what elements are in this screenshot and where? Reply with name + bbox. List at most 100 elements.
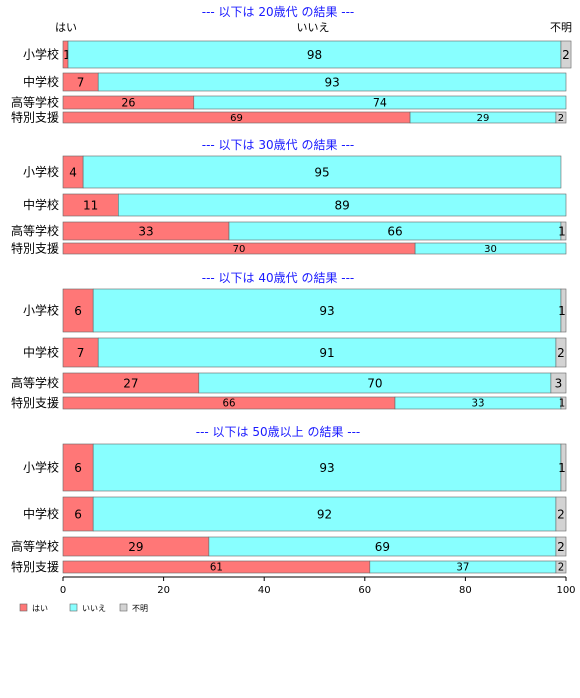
bar-segment-unknown-g4-r2 [555, 496, 567, 532]
data-label-unknown-g4-r3: 2 [557, 540, 565, 554]
bar-segment-unknown-g3-r4 [560, 396, 567, 410]
group-title-1: --- 以下は 20歳代 の結果 --- [202, 5, 355, 19]
data-label-no-g4-r1: 93 [319, 461, 334, 475]
x-tick-label-40: 40 [258, 585, 271, 596]
bar-segment-unknown-g3-r3 [550, 372, 567, 394]
data-label-yes-g1-r4: 69 [230, 113, 243, 124]
data-label-yes-g2-r2: 11 [83, 198, 98, 212]
data-label-no-g4-r2: 92 [317, 507, 332, 521]
x-tick-label-0: 0 [60, 585, 66, 596]
row-label-g4-r4: 特別支援 [11, 559, 59, 574]
data-label-unknown-g3-r3: 3 [555, 376, 563, 390]
bar-segment-no-g4-r1 [92, 443, 562, 492]
bar-segment-no-g2-r4 [414, 242, 567, 255]
data-label-yes-g1-r1: 1 [63, 48, 71, 62]
bar-segment-unknown-g2-r3 [560, 221, 567, 241]
data-label-unknown-g4-r2: 2 [557, 507, 565, 521]
legend-swatch-yes [19, 603, 28, 612]
data-label-unknown-g3-r1: 1 [558, 304, 566, 318]
row-label-g2-r3: 高等学校 [11, 223, 59, 238]
data-label-yes-g2-r1: 4 [69, 165, 77, 179]
data-label-unknown-g1-r4: 2 [558, 113, 564, 124]
data-label-no-g2-r3: 66 [387, 224, 402, 238]
data-label-unknown-g3-r4: 1 [559, 399, 565, 410]
data-label-unknown-g2-r3: 1 [558, 224, 566, 238]
row-label-g3-r2: 中学校 [23, 345, 59, 360]
bar-segment-no-g4-r2 [92, 496, 557, 532]
data-label-yes-g3-r1: 6 [74, 304, 82, 318]
row-label-g1-r4: 特別支援 [11, 110, 59, 125]
row-label-g3-r4: 特別支援 [11, 395, 59, 410]
data-label-no-g1-r4: 29 [477, 113, 490, 124]
data-label-yes-g2-r4: 70 [233, 244, 246, 255]
data-label-unknown-g4-r1: 1 [558, 461, 566, 475]
legend-swatch-no [69, 603, 78, 612]
row-label-g2-r1: 小学校 [23, 164, 59, 179]
data-label-no-g2-r2: 89 [335, 198, 350, 212]
data-label-no-g3-r2: 91 [319, 346, 334, 360]
row-label-g3-r3: 高等学校 [11, 375, 59, 390]
row-label-g1-r1: 小学校 [23, 47, 59, 62]
group-title-2: --- 以下は 30歳代 の結果 --- [202, 138, 355, 152]
bar-segment-unknown-g4-r1 [560, 443, 567, 492]
bar-segment-no-g3-r2 [97, 337, 557, 368]
data-label-yes-g3-r4: 66 [223, 399, 236, 410]
column-label-unknown: 不明 [550, 21, 572, 34]
x-tick-label-80: 80 [459, 585, 472, 596]
bar-segment-yes-g3-r2 [62, 337, 99, 368]
bar-segment-unknown-g4-r3 [555, 536, 567, 557]
data-label-yes-g4-r1: 6 [74, 461, 82, 475]
row-label-g4-r3: 高等学校 [11, 539, 59, 554]
data-label-yes-g1-r3: 26 [121, 96, 135, 109]
x-tick-label-20: 20 [157, 585, 170, 596]
data-label-no-g1-r3: 74 [373, 96, 387, 109]
data-label-yes-g3-r3: 27 [123, 376, 138, 390]
bar-segment-yes-g3-r1 [62, 288, 94, 333]
data-label-unknown-g1-r1: 2 [562, 48, 570, 62]
row-label-g3-r1: 小学校 [23, 303, 59, 318]
group-title-4: --- 以下は 50歳以上 の結果 --- [196, 425, 361, 439]
bar-segment-no-g2-r1 [82, 155, 562, 189]
legend-label-yes: はい [32, 604, 48, 613]
bar-segment-unknown-g1-r4 [555, 111, 567, 124]
bar-segment-yes-g4-r1 [62, 443, 94, 492]
row-label-g1-r3: 高等学校 [11, 95, 59, 110]
bar-segment-unknown-g3-r1 [560, 288, 567, 333]
x-tick-label-60: 60 [358, 585, 371, 596]
bar-segment-no-g3-r1 [92, 288, 562, 333]
bar-segment-unknown-g4-r4 [555, 560, 567, 574]
bar-segment-unknown-g3-r2 [555, 337, 567, 368]
bar-segment-no-g1-r2 [97, 72, 567, 92]
data-label-yes-g1-r2: 7 [77, 75, 85, 89]
data-label-unknown-g3-r2: 2 [557, 346, 565, 360]
data-label-no-g4-r4: 37 [456, 563, 469, 574]
data-label-yes-g2-r3: 33 [138, 224, 153, 238]
bar-segment-no-g1-r3 [193, 95, 567, 110]
bar-segment-no-g2-r2 [118, 193, 567, 217]
data-label-yes-g4-r4: 61 [210, 563, 223, 574]
row-label-g1-r2: 中学校 [23, 74, 59, 89]
data-label-no-g1-r1: 98 [307, 48, 322, 62]
data-label-no-g3-r1: 93 [319, 304, 334, 318]
data-label-no-g3-r4: 33 [471, 399, 484, 410]
data-label-no-g2-r1: 95 [314, 165, 329, 179]
data-label-yes-g4-r2: 6 [74, 507, 82, 521]
column-label-no: いいえ [297, 21, 330, 34]
data-label-no-g3-r3: 70 [367, 376, 382, 390]
column-label-yes: はい [55, 21, 77, 34]
legend-swatch-unknown [119, 603, 128, 612]
row-label-g4-r1: 小学校 [23, 460, 59, 475]
group-title-3: --- 以下は 40歳代 の結果 --- [202, 271, 355, 285]
data-label-yes-g3-r2: 7 [77, 346, 85, 360]
data-label-unknown-g4-r4: 2 [558, 563, 564, 574]
data-label-no-g4-r3: 69 [375, 540, 390, 554]
row-label-g2-r2: 中学校 [23, 197, 59, 212]
bar-segment-unknown-g1-r1 [560, 40, 572, 69]
bar-segment-no-g1-r1 [67, 40, 562, 69]
legend-label-no: いいえ [82, 604, 106, 613]
row-label-g2-r4: 特別支援 [11, 241, 59, 256]
row-label-g4-r2: 中学校 [23, 506, 59, 521]
data-label-yes-g4-r3: 29 [128, 540, 143, 554]
